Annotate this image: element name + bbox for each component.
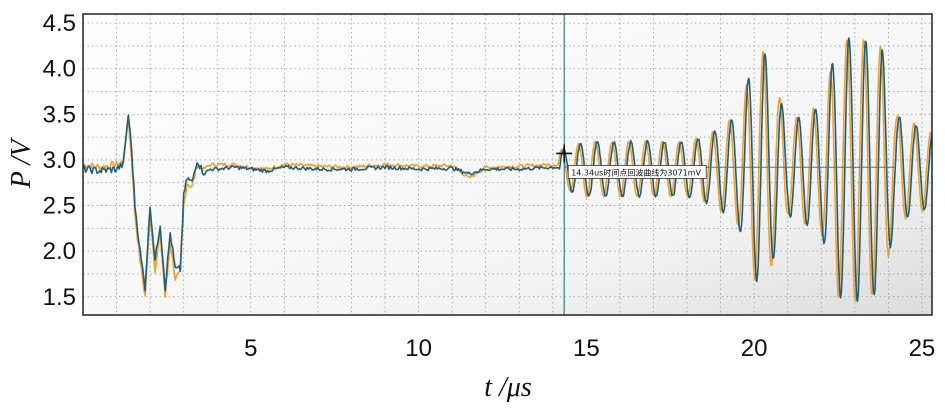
x-tick-labels: 5 10 15 20 25 [244,335,935,362]
y-tick-label: 3.0 [43,147,76,174]
annotation-box [567,165,707,179]
plot-background [83,14,932,315]
y-tick-label: 4.0 [43,56,76,83]
x-tick-label: 10 [405,335,432,362]
plot-frame [82,13,933,316]
y-tick-labels: 1.5 2.0 2.5 3.0 3.5 4.0 4.5 [43,10,76,311]
y-tick-label: 1.5 [43,284,76,311]
grid [83,14,932,315]
x-axis-label: t /μs [484,372,532,403]
y-tick-label: 3.5 [43,101,76,128]
x-tick-label: 5 [244,335,257,362]
x-tick-label: 15 [573,335,600,362]
y-tick-label: 2.5 [43,193,76,220]
y-tick-label: 2.0 [43,238,76,265]
cursor-layer: 14.34us时间点回波曲线为3071mV [556,14,896,315]
series-line-blue [83,37,932,303]
x-tick-label: 25 [909,335,936,362]
y-tick-label: 4.5 [43,10,76,37]
cursor-annotation: 14.34us时间点回波曲线为3071mV [571,167,701,177]
y-axis-label: P /V [6,137,37,189]
x-tick-label: 20 [741,335,768,362]
